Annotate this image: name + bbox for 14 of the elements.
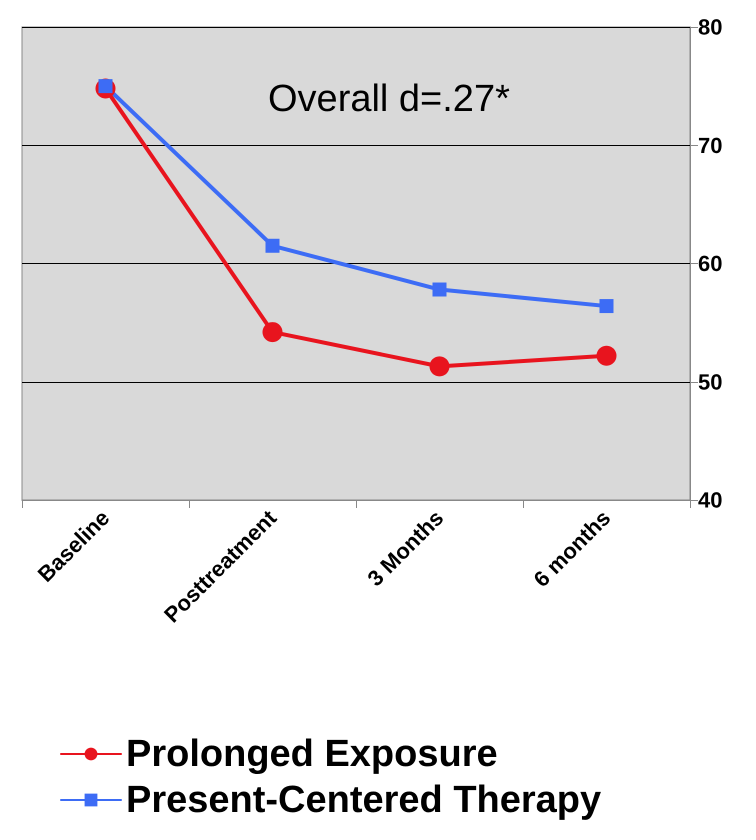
y-tick-label: 70 bbox=[698, 132, 722, 158]
y-tick-label: 50 bbox=[698, 369, 722, 394]
point bbox=[262, 322, 282, 342]
legend-label: Present-Centered Therapy bbox=[126, 779, 602, 821]
y-tick-label: 60 bbox=[698, 251, 722, 276]
point bbox=[600, 299, 614, 314]
point bbox=[432, 282, 446, 297]
point bbox=[596, 346, 616, 366]
annotation: Overall d=.27* bbox=[268, 78, 510, 120]
point bbox=[430, 356, 450, 376]
point bbox=[266, 238, 280, 253]
legend-label: Prolonged Exposure bbox=[126, 733, 498, 775]
y-tick-label: 80 bbox=[698, 14, 722, 40]
y-tick-label: 40 bbox=[698, 488, 722, 512]
